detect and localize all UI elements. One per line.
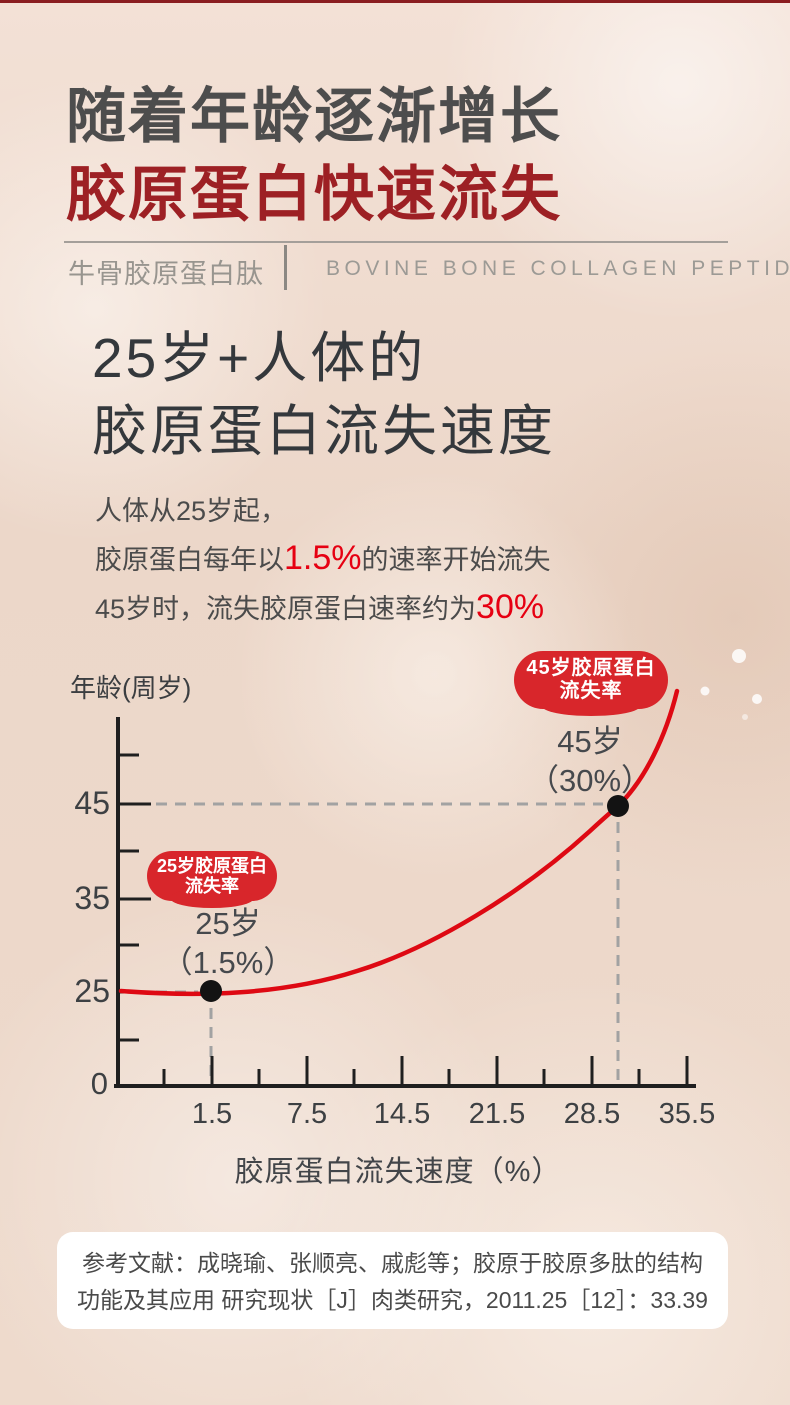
axes	[114, 717, 696, 1088]
x-tick-3: 14.5	[373, 1098, 431, 1130]
x-tick-5: 28.5	[563, 1098, 621, 1130]
highlight-1-5-percent: 1.5%	[284, 539, 362, 577]
bokeh-dots	[700, 649, 762, 720]
callout-badge-45: 45岁胶原蛋白 流失率	[514, 651, 668, 716]
y-tick-35: 35	[74, 880, 110, 916]
loss-curve	[118, 688, 680, 997]
body-line2: 胶原蛋白每年以1.5%的速率开始流失	[95, 539, 551, 577]
subtitle-chinese: 牛骨胶原蛋白肽	[68, 259, 264, 289]
y-tick-45: 45	[74, 785, 110, 821]
y-axis-title: 年龄(周岁)	[70, 673, 192, 703]
x-tick-1: 1.5	[191, 1098, 233, 1130]
highlight-30-percent: 30%	[476, 588, 545, 626]
section-heading: 25岁+人体的 胶原蛋白流失速度	[92, 327, 557, 462]
x-axis-title: 胶原蛋白流失速度（%）	[234, 1156, 562, 1188]
subtitle-divider-rule	[64, 241, 728, 243]
point-label-45: 45岁 （30%）	[527, 724, 653, 798]
reference-line2: 功能及其应用 研究现状［J］肉类研究，2011.25［12］：33.39	[77, 1287, 708, 1313]
callout-badge-25: 25岁胶原蛋白 流失率	[147, 851, 277, 908]
top-edge-strip	[0, 0, 790, 3]
main-title-line2: 胶原蛋白快速流失	[66, 161, 562, 228]
data-point-45	[607, 795, 629, 817]
reference-line1: 参考文献：成晓瑜、张顺亮、戚彪等；胶原于胶原多肽的结构	[82, 1250, 703, 1276]
subtitle-vertical-divider	[284, 245, 287, 290]
main-title-line1: 随着年龄逐渐增长	[66, 83, 562, 150]
body-line3: 45岁时，流失胶原蛋白速率约为30%	[95, 588, 545, 626]
x-tick-6: 35.5	[658, 1098, 716, 1130]
point-label-25: 25岁 （1.5%）	[161, 906, 295, 980]
section-body-text: 人体从25岁起， 胶原蛋白每年以1.5%的速率开始流失 45岁时，流失胶原蛋白速…	[95, 488, 551, 633]
x-tick-4: 21.5	[468, 1098, 526, 1130]
reference-card: 参考文献：成晓瑜、张顺亮、戚彪等；胶原于胶原多肽的结构 功能及其应用 研究现状［…	[57, 1232, 728, 1329]
subtitle-english: BOVINE BONE COLLAGEN PEPTIDE	[326, 257, 790, 280]
data-point-25	[200, 980, 222, 1002]
body-line1: 人体从25岁起，	[95, 496, 288, 526]
x-tick-2: 7.5	[286, 1098, 328, 1130]
y-tick-0: 0	[90, 1066, 108, 1101]
y-tick-25: 25	[74, 973, 110, 1009]
